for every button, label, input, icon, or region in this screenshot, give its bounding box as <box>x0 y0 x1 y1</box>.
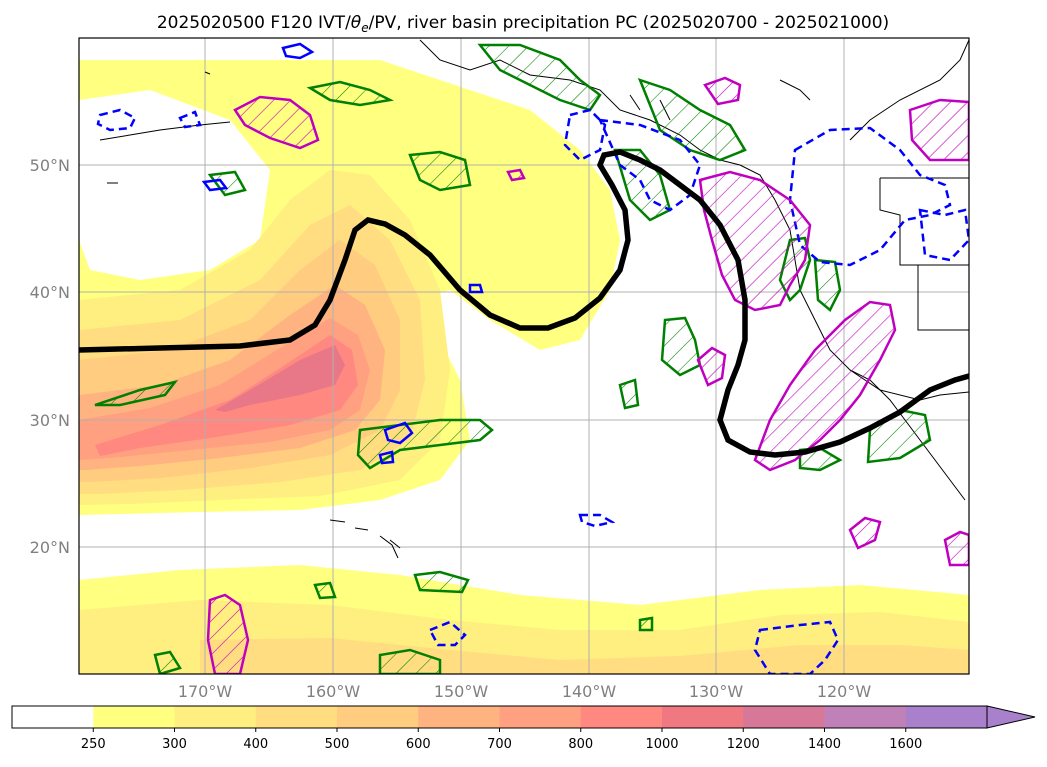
colorbar-tick-label: 300 <box>162 737 187 752</box>
colorbar-tick-label: 1400 <box>808 737 841 752</box>
colorbar-segment <box>499 706 582 728</box>
lon-label-170w: 170°W <box>178 682 233 701</box>
colorbar-tick-label: 1200 <box>727 737 760 752</box>
island-outlines <box>107 71 401 549</box>
colorbar-segment <box>824 706 907 728</box>
colorbar-tick-label: 600 <box>406 737 431 752</box>
lat-label-20n: 20°N <box>30 538 70 557</box>
lon-label-140w: 140°W <box>562 682 617 701</box>
colorbar-segment <box>93 706 175 728</box>
lat-label-50n: 50°N <box>30 156 70 175</box>
lon-label-160w: 160°W <box>306 682 361 701</box>
colorbar-tick-label: 400 <box>243 737 268 752</box>
colorbar-extend-triangle <box>986 705 1036 729</box>
colorbar-segment <box>418 706 500 728</box>
colorbar-segment <box>337 706 419 728</box>
map-title: 2025020500 F120 IVT/θe/PV, river basin p… <box>157 13 889 35</box>
colorbar-segment <box>12 706 94 728</box>
colorbar-segment <box>743 706 825 728</box>
colorbar-segment <box>255 706 338 728</box>
pv-contour <box>79 149 969 458</box>
magenta-contours <box>206 76 969 674</box>
map-panel <box>79 38 969 674</box>
colorbar-segment <box>905 706 988 728</box>
longitude-labels: 170°W 160°W 150°W 140°W 130°W 120°W <box>178 682 872 701</box>
colorbar-tick-label: 250 <box>81 737 106 752</box>
blue-solid-contours <box>201 42 484 465</box>
colorbar: 250 300 400 500 600 700 800 1000 1200 1400 1600 <box>11 705 1036 752</box>
map-frame <box>78 37 970 675</box>
latitude-labels: 50°N 40°N 30°N 20°N <box>30 156 70 557</box>
colorbar-segment <box>580 706 663 728</box>
lat-label-40n: 40°N <box>30 283 70 302</box>
ivt-shading <box>79 60 969 674</box>
colorbar-segment <box>174 706 257 728</box>
colorbar-segment <box>662 706 744 728</box>
colorbar-tick-label: 500 <box>325 737 350 752</box>
lon-label-130w: 130°W <box>689 682 744 701</box>
colorbar-tick-label: 700 <box>487 737 512 752</box>
lon-label-150w: 150°W <box>434 682 489 701</box>
lat-label-30n: 30°N <box>30 411 70 430</box>
colorbar-tick-label: 1600 <box>889 737 922 752</box>
colorbar-tick-label: 1000 <box>645 737 678 752</box>
lon-label-120w: 120°W <box>817 682 872 701</box>
colorbar-tick-label: 800 <box>568 737 593 752</box>
